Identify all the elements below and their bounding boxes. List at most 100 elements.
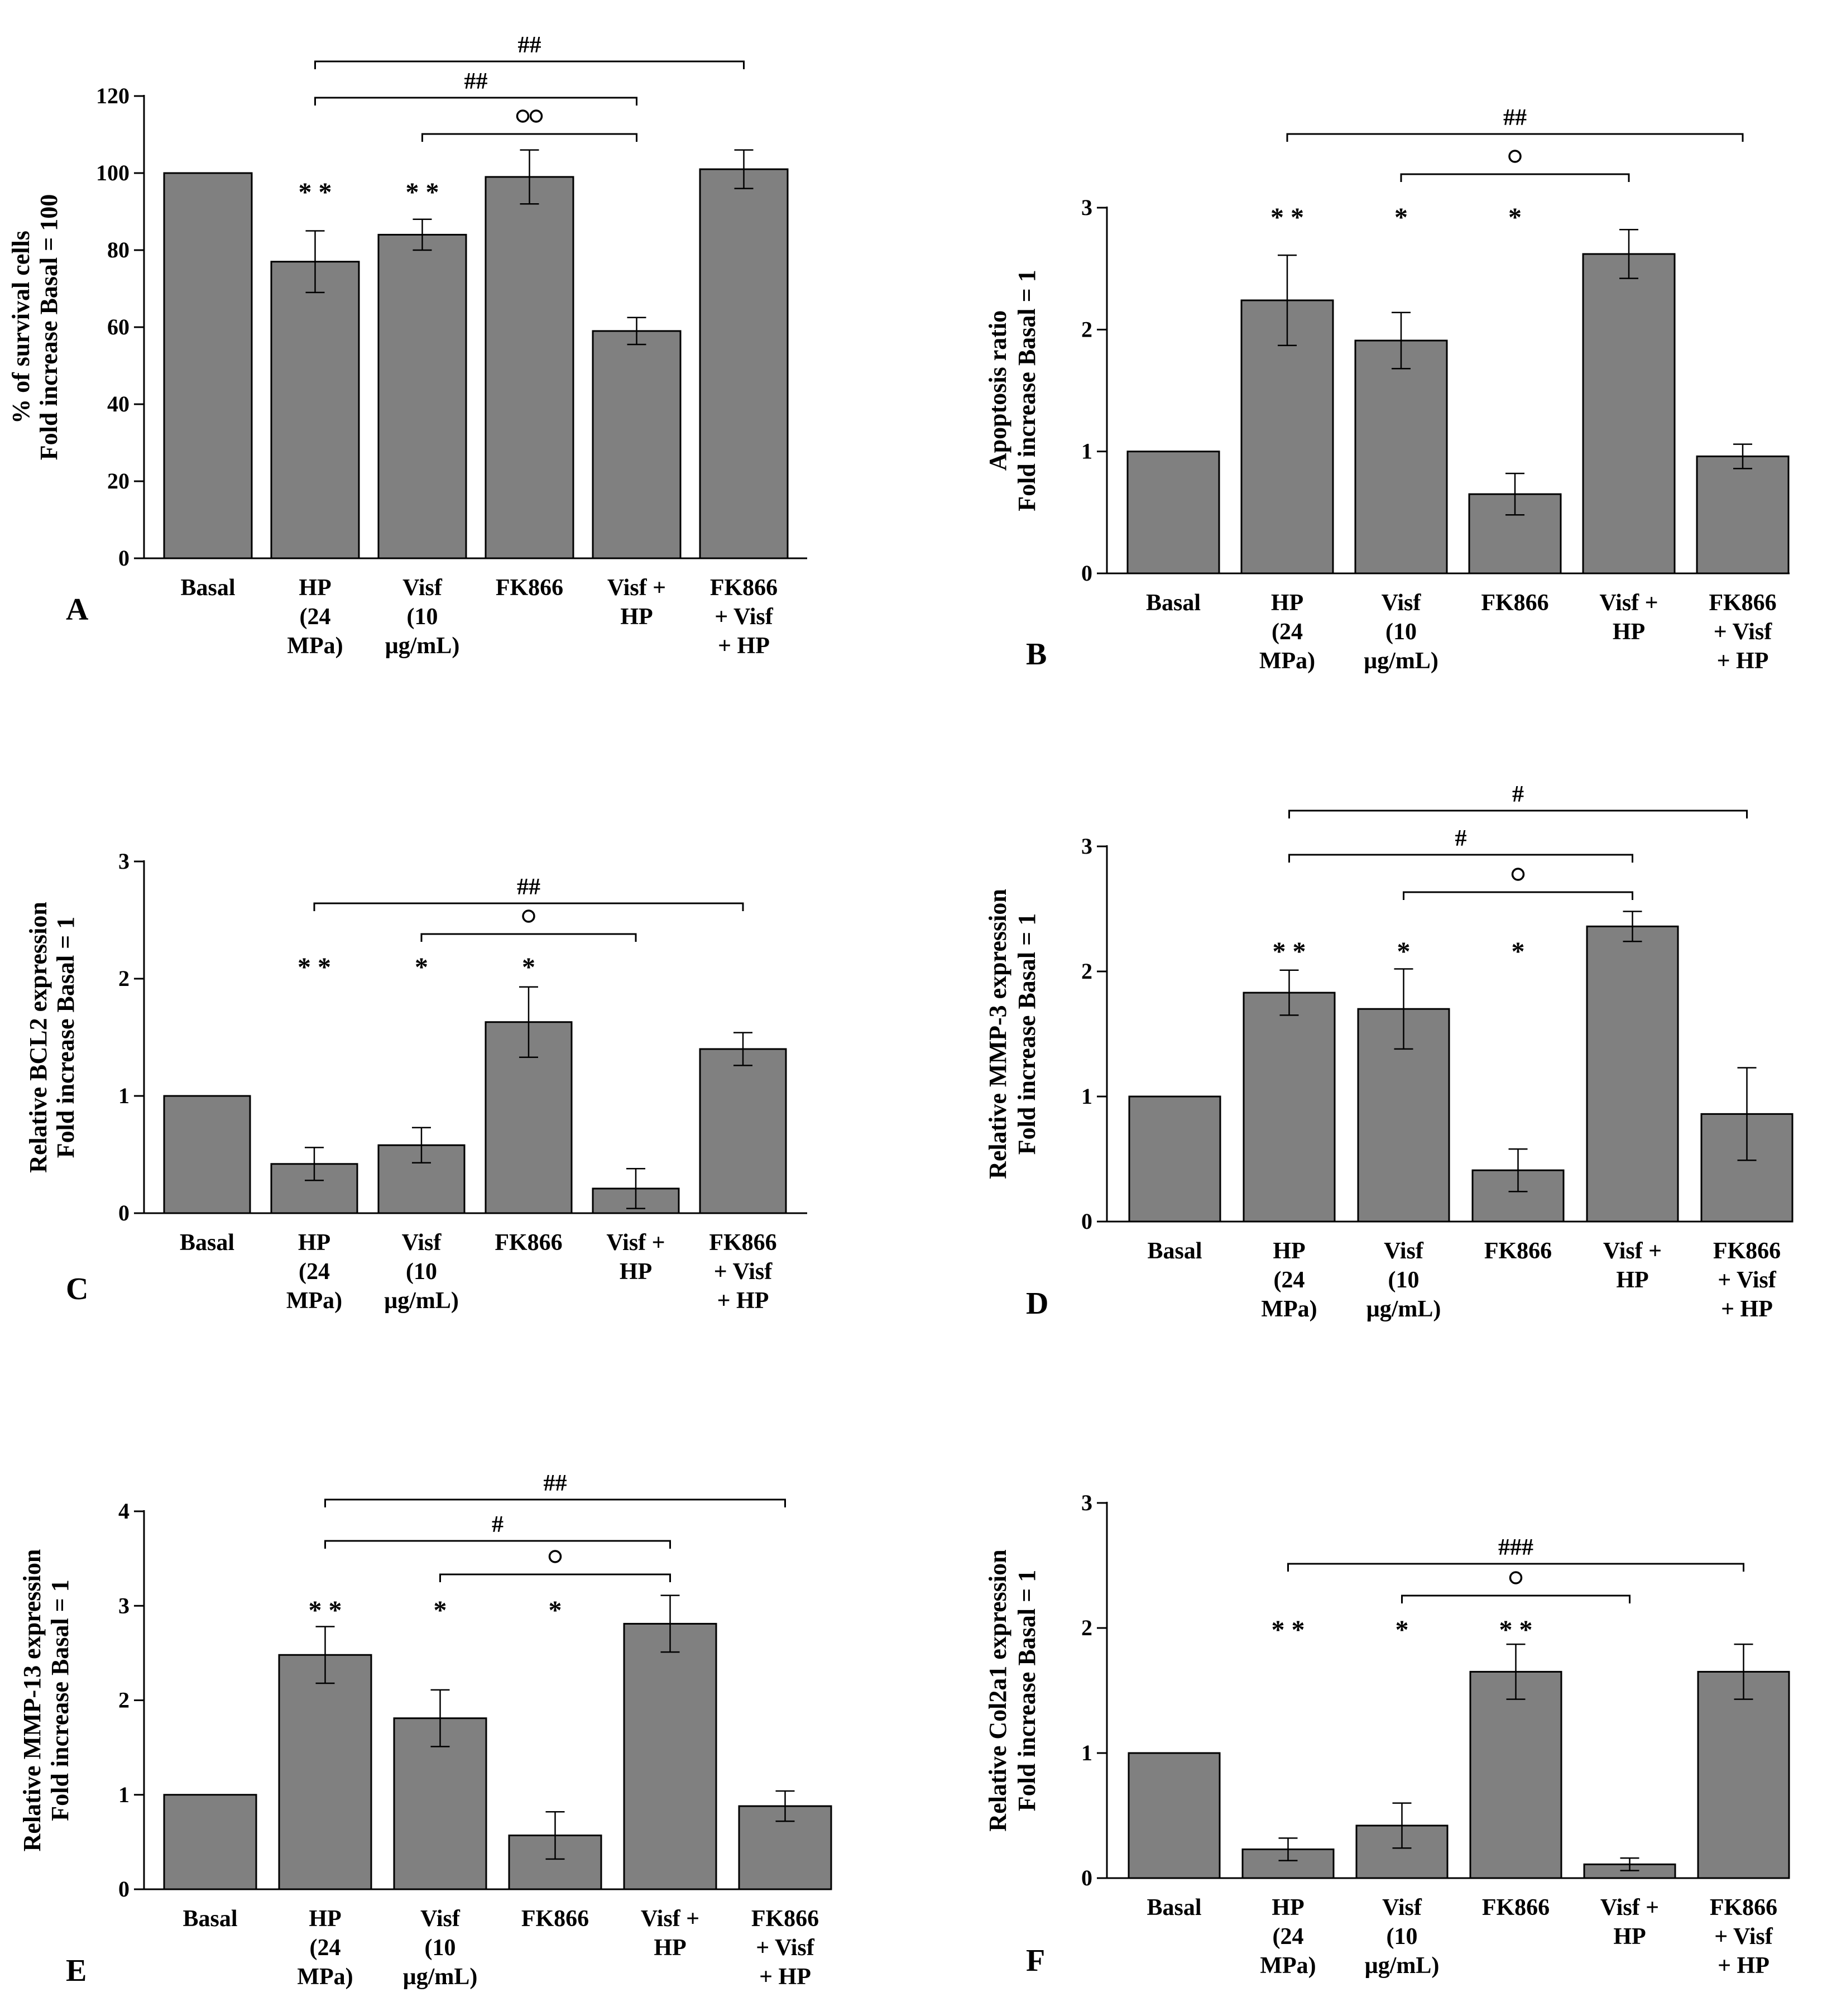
x-tick-label-line: (24 (300, 604, 331, 630)
x-tick-label-line: + Visf (1714, 619, 1772, 645)
x-tick-label: Visf (10 µg/mL) (1365, 1895, 1440, 1979)
y-tick-label: 20 (107, 468, 130, 494)
x-tick-label-line: HP (309, 1906, 341, 1932)
x-tick-label: FK866 (521, 1906, 589, 1932)
significance-asterisk: * (1508, 203, 1522, 232)
x-tick-label: Visf + HP (1599, 590, 1658, 645)
bracket-label: ## (544, 1471, 567, 1496)
bar (1696, 455, 1790, 574)
x-tick-label: FK866 + Visf + HP (710, 575, 778, 659)
bar (699, 168, 789, 559)
comparison-bracket (1288, 854, 1633, 863)
x-tick-label-line: MPa) (1259, 648, 1315, 674)
x-tick-label: Visf + HP (641, 1906, 699, 1961)
significance-asterisk: * * (298, 952, 331, 982)
x-tick-label: FK866 + Visf + HP (1713, 1238, 1781, 1322)
y-tick-label: 3 (1081, 1490, 1092, 1515)
x-tick-label: Visf (10 µg/mL) (385, 575, 460, 659)
degree-mark (1511, 868, 1525, 881)
x-tick-label: HP (24 MPa) (1259, 590, 1315, 674)
x-tick-label-line: + Visf (1718, 1267, 1776, 1293)
x-tick-label-line: (24 (1273, 1924, 1304, 1950)
x-tick-label-line: + HP (759, 1964, 811, 1990)
panel-a-survival-chart: 0 20 40 60 80 100 120 % of survival cells Fold i… (7, 32, 807, 659)
y-tick-label: 1 (1081, 1740, 1092, 1765)
bar (1468, 493, 1562, 574)
x-tick-label-line: Basal (180, 575, 235, 601)
x-tick-label: Visf (10 µg/mL) (384, 1230, 459, 1314)
panel-f-col2a1-chart: 0 1 2 3 Relative Col2a1 expression Fold incre… (984, 1490, 1790, 1979)
x-tick-label-line: HP (1613, 1924, 1646, 1950)
bar (270, 261, 360, 559)
x-tick-label-line: (10 (406, 1259, 437, 1285)
x-tick-label-line: HP (1273, 1238, 1305, 1264)
x-tick-label-line: µg/mL) (384, 1288, 459, 1314)
x-tick-label-line: (24 (299, 1259, 330, 1285)
x-tick-label-line: HP (298, 1230, 330, 1256)
y-axis-subtitle: Fold increase Basal = 1 (46, 1579, 74, 1821)
comparison-bracket (324, 1540, 671, 1549)
degree-mark (529, 109, 543, 123)
x-tick-label-line: FK866 (1481, 590, 1548, 616)
x-tick-label-line: µg/mL) (1364, 648, 1438, 674)
bar (163, 1095, 251, 1214)
y-tick-label: 0 (1081, 561, 1092, 586)
bar (1128, 1095, 1221, 1223)
bar (1582, 253, 1676, 574)
significance-asterisk: * (522, 952, 535, 982)
x-tick-label-line: FK866 (1482, 1895, 1550, 1921)
bracket-label: ## (518, 32, 541, 58)
x-tick-label: HP (24 MPa) (287, 575, 343, 659)
x-tick-label-line: FK866 (710, 575, 778, 601)
y-tick-label: 60 (107, 314, 130, 339)
bracket-label: ### (1498, 1535, 1533, 1560)
x-tick-label-line: HP (1271, 590, 1303, 616)
y-axis-subtitle: Fold increase Basal = 1 (1013, 913, 1040, 1155)
x-tick-label: HP (24 MPa) (1261, 1238, 1317, 1322)
panel-letter: C (66, 1272, 88, 1306)
y-axis-subtitle: Fold increase Basal = 1 (1013, 1570, 1040, 1811)
panel-letter: B (1026, 637, 1047, 672)
x-tick-label-line: FK866 (709, 1230, 776, 1256)
y-axis-title: Relative Col2a1 expression (984, 1549, 1011, 1831)
x-tick-label: FK866 (1482, 1895, 1550, 1921)
x-tick-label-line: (24 (1272, 619, 1303, 645)
significance-asterisk: * * (299, 178, 332, 207)
y-tick-label: 3 (1081, 834, 1092, 859)
y-axis-title: Relative BCL2 expression (25, 902, 52, 1173)
y-tick-label: 0 (118, 545, 130, 571)
x-tick-label: FK866 (495, 1230, 562, 1256)
x-tick-label-line: FK866 (1709, 590, 1776, 616)
y-tick-label: 2 (1081, 317, 1092, 342)
y-axis-subtitle: Fold increase Basal = 1 (52, 917, 79, 1158)
x-tick-label-line: µg/mL) (385, 633, 460, 659)
bracket-label: ## (464, 69, 488, 94)
significance-asterisk: * (549, 1596, 562, 1625)
panel-b-apoptosis-chart: 0 1 2 3 Apoptosis ratio Fold increase Basal =… (984, 105, 1790, 674)
y-tick-label: 1 (1081, 1084, 1092, 1109)
x-tick-label: FK866 + Visf + HP (1709, 590, 1776, 674)
comparison-bracket (324, 1498, 786, 1507)
x-tick-label-line: Visf (402, 575, 443, 601)
y-tick-label: 100 (96, 160, 130, 185)
x-tick-label-line: (24 (310, 1935, 341, 1961)
x-tick-label: Basal (180, 1230, 234, 1256)
x-tick-label-line: (10 (407, 604, 438, 630)
bracket-label: °° (529, 122, 530, 123)
x-tick-label-line: MPa) (1261, 1296, 1317, 1322)
x-tick-label-line: FK866 (1710, 1895, 1777, 1921)
comparison-bracket (1401, 1594, 1631, 1603)
y-tick-label: 120 (96, 83, 130, 108)
x-tick-label: Visf (10 µg/mL) (1366, 1238, 1441, 1322)
y-tick-label: 0 (1081, 1865, 1092, 1890)
x-tick-label: Basal (1146, 590, 1201, 616)
x-tick-label-line: Visf (1382, 590, 1422, 616)
x-tick-label-line: HP (654, 1935, 686, 1961)
y-tick-label: 2 (118, 1688, 130, 1713)
x-tick-label-line: HP (1613, 619, 1645, 645)
x-tick-label-line: HP (620, 1259, 652, 1285)
x-tick-label-line: FK866 (496, 575, 563, 601)
y-axis-title: % of survival cells (7, 231, 35, 424)
x-tick-label: Visf + HP (1603, 1238, 1662, 1293)
